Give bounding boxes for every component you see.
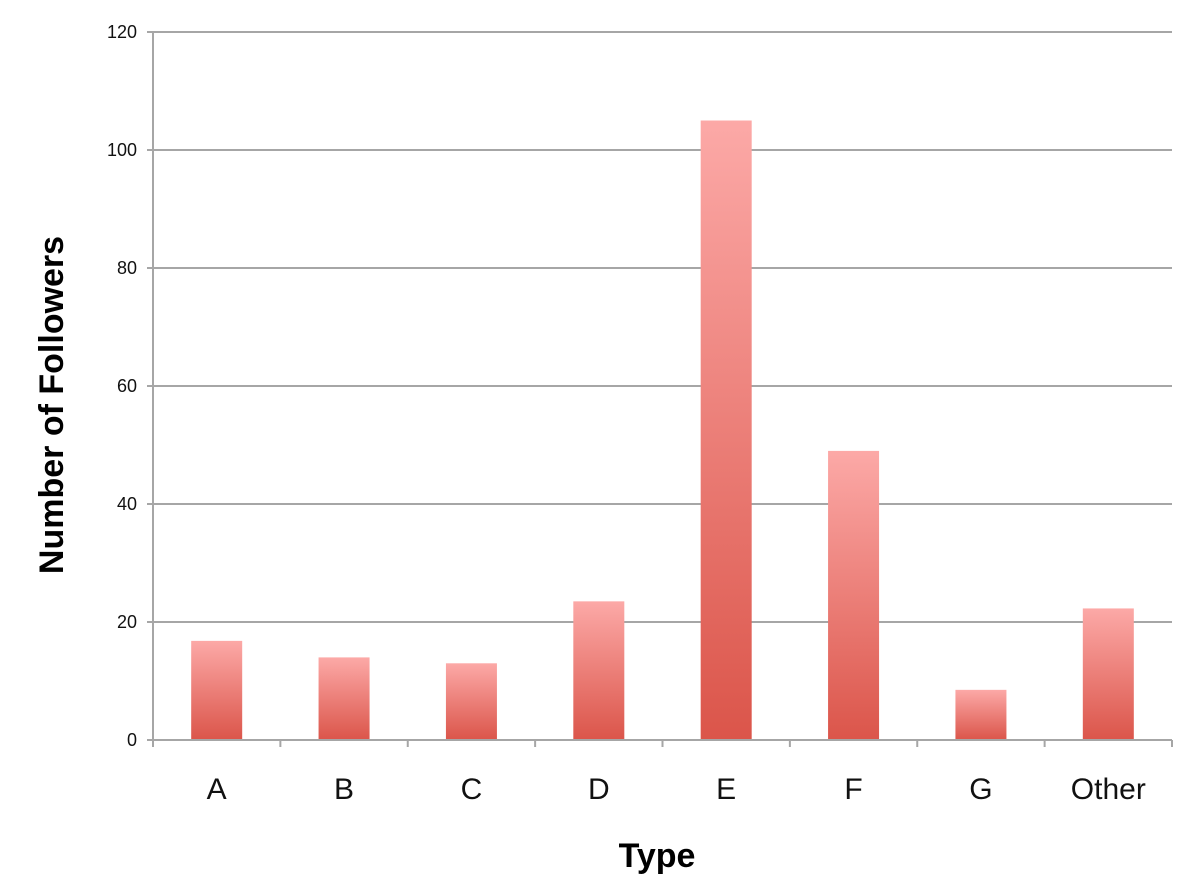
x-tick-label: F [844,773,862,806]
y-tick-label: 40 [117,494,137,514]
bar-e [700,120,752,740]
bar-other [1082,608,1134,740]
x-tick-label: D [588,773,610,806]
y-tick-label: 100 [107,140,137,160]
bar-g [955,689,1007,740]
x-tick-label: E [716,773,736,806]
y-tick-label: 0 [127,730,137,750]
y-tick-labels: 0 20 40 60 80 100 120 [107,22,137,750]
y-tick-label: 20 [117,612,137,632]
x-tick-label: B [334,773,354,806]
bar-b [318,657,370,740]
y-axis-title: Number of Followers [33,236,71,574]
x-tick-label: G [969,773,992,806]
x-tick-label: Other [1071,773,1146,806]
axes [152,32,1173,747]
x-tick-labels: A B C D E F G Other [207,773,1146,806]
bar-c [445,663,497,740]
x-axis-title: Type [619,837,696,875]
bar-f [828,450,880,740]
x-tick-label: C [461,773,483,806]
x-tick-label: A [207,773,227,806]
bar-d [573,601,625,740]
bar-a [191,640,243,740]
y-tick-label: 120 [107,22,137,42]
gridlines [147,31,1172,741]
bars [191,120,1134,740]
y-tick-label: 80 [117,258,137,278]
y-tick-label: 60 [117,376,137,396]
